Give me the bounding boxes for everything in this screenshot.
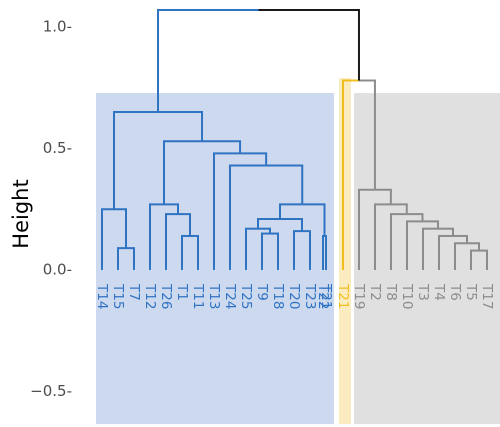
dendrogram-merge <box>279 203 326 236</box>
leaf-label: T20 <box>286 283 302 309</box>
dendrogram-merge <box>261 232 279 270</box>
dendrogram-merge <box>229 164 304 270</box>
dendrogram-merge <box>213 152 268 270</box>
leaf-label: T2 <box>367 283 383 301</box>
leaf-labels: T14 T15 T7 T12 T26 T1 T11 T13 T24 T25 T9 T18 T20 T23 T… <box>94 283 495 309</box>
leaf-label: T13 <box>206 283 222 309</box>
leaf-label: T22 <box>315 283 331 309</box>
dendrogram-merge <box>374 203 408 270</box>
dendrogram-merge <box>163 140 242 205</box>
leaf-label: T1 <box>174 283 190 301</box>
leaf-label: T7 <box>126 283 142 301</box>
leaf-label: T5 <box>463 283 479 301</box>
leaf-label: T25 <box>238 283 254 309</box>
y-tick-label: −0.5- <box>30 382 72 400</box>
dendrogram-merge <box>101 208 127 270</box>
leaf-label: T6 <box>447 283 463 301</box>
leaf-label: T11 <box>190 283 206 309</box>
dendrogram-merge <box>165 213 191 270</box>
dendrogram-merge <box>422 227 454 270</box>
leaf-label: T17 <box>479 283 495 309</box>
dendrogram-merge <box>257 217 303 232</box>
dendrogram-merge <box>117 247 135 270</box>
leaf-label: T19 <box>351 283 367 309</box>
leaf-label: T24 <box>222 283 238 309</box>
leaf-label: T21 <box>318 283 334 309</box>
dendrogram-merge <box>157 8 360 113</box>
dendrogram-merge <box>438 234 468 270</box>
dendrogram-merge <box>390 213 424 270</box>
dendrogram-merge <box>245 227 271 270</box>
dendrogram-merge <box>454 242 480 270</box>
dendrogram-branches <box>101 8 488 270</box>
dendrogram-merge <box>181 234 199 270</box>
leaf-label: T18 <box>270 283 286 309</box>
leaf-label: T10 <box>399 283 415 309</box>
leaf-label: T26 <box>158 283 174 309</box>
leaf-label: T15 <box>110 283 126 309</box>
leaf-label: T8 <box>383 283 399 301</box>
dendrogram-merge <box>113 111 204 210</box>
dendrogram-merge <box>149 203 179 270</box>
leaf-label: T3 <box>415 283 431 301</box>
leaf-label: T21 <box>335 283 351 309</box>
leaf-label: T23 <box>302 283 318 309</box>
leaf-label: T9 <box>254 283 270 301</box>
dendrogram-merge <box>358 188 392 270</box>
dendrogram-merge <box>342 79 376 270</box>
cluster-highlight-2 <box>339 78 351 424</box>
dendrogram-merge <box>406 220 439 270</box>
y-axis: 1.0- 0.5- 0.0- −0.5- <box>30 18 72 401</box>
y-tick-label: 1.0- <box>43 18 72 36</box>
y-tick-label: 0.0- <box>43 261 72 279</box>
leaf-label: T12 <box>142 283 158 309</box>
dendrogram-merge <box>293 230 311 270</box>
leaf-label: T4 <box>431 283 447 301</box>
y-axis-title: Height <box>9 179 33 248</box>
dendrogram-merge <box>470 249 488 270</box>
y-tick-label: 0.5- <box>43 139 72 157</box>
leaf-label: T14 <box>94 283 110 309</box>
cluster-highlight-3 <box>354 93 500 424</box>
